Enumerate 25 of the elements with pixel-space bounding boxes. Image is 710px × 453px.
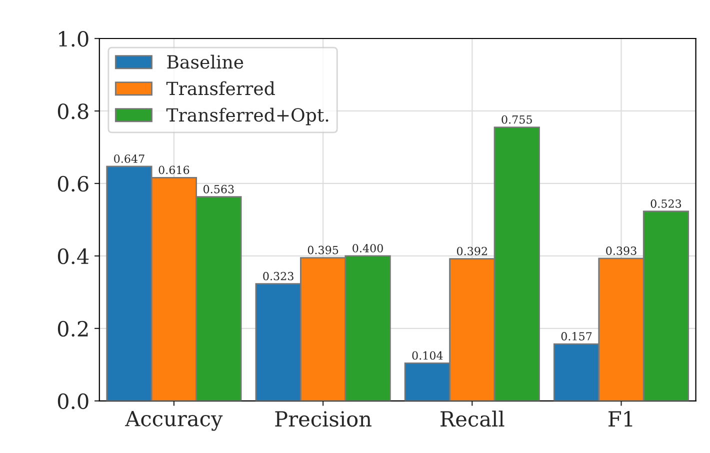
y-tick-label: 0.4: [58, 248, 89, 264]
data-label: 0.523: [650, 199, 682, 208]
data-label: 0.393: [606, 246, 636, 255]
x-tick-label: Accuracy: [125, 410, 223, 431]
data-label: 0.755: [502, 115, 532, 124]
data-label: 0.323: [263, 272, 294, 280]
legend-label: Transferred: [166, 81, 275, 96]
y-tick-label: 0.6: [58, 176, 88, 192]
y-tick-label: 1.0: [59, 30, 88, 47]
data-label: 0.563: [204, 184, 234, 194]
data-label: 0.104: [412, 351, 443, 360]
x-tick-label: F1: [608, 410, 632, 426]
legend-label: Transferred+Opt.: [166, 108, 328, 126]
legend-label: Baseline: [167, 54, 244, 69]
x-tick-label: Recall: [440, 410, 504, 427]
data-label: 0.392: [456, 246, 487, 256]
x-tick-label: Precision: [275, 411, 372, 427]
data-label: 0.157: [561, 332, 592, 340]
data-label: 0.395: [308, 246, 338, 254]
data-label: 0.616: [158, 166, 190, 174]
y-tick-label: 0.8: [58, 103, 88, 120]
y-tick-label: 0.2: [58, 320, 88, 337]
y-tick-label: 0.0: [58, 393, 88, 410]
data-label: 0.647: [114, 154, 144, 163]
data-label: 0.400: [352, 244, 383, 252]
